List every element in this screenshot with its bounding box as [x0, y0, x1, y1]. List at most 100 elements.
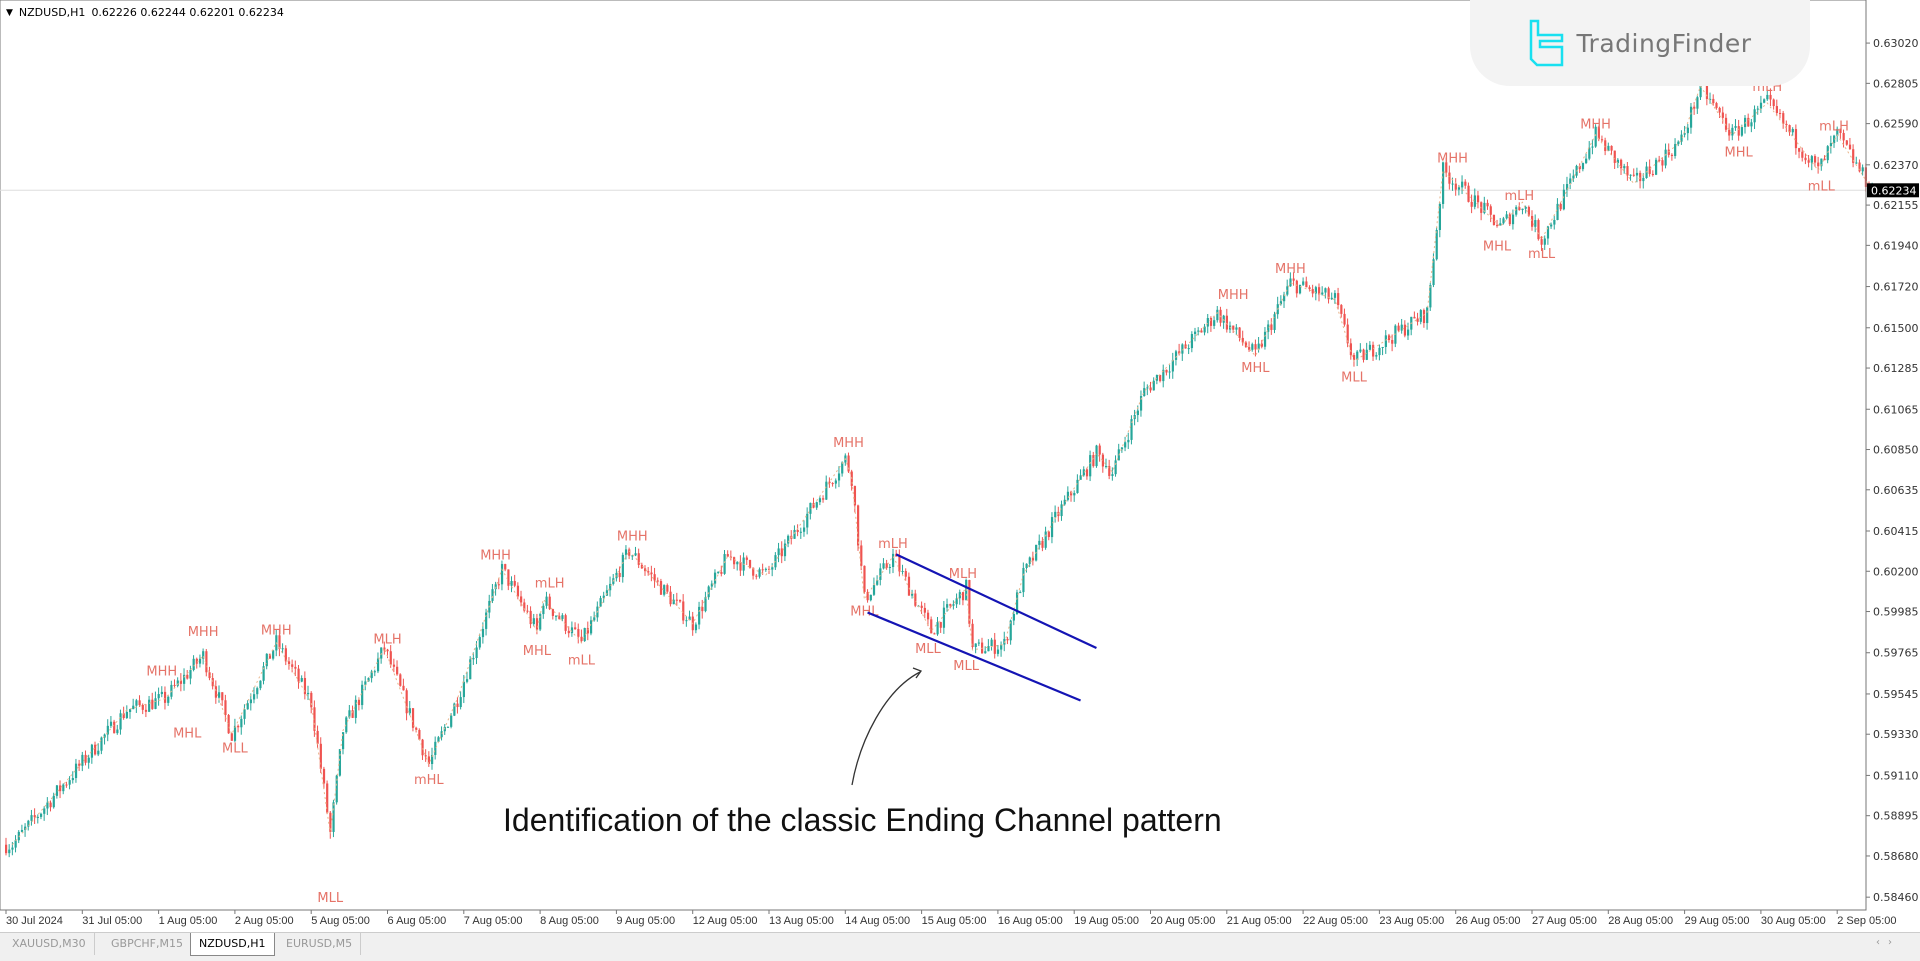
candle-body — [399, 674, 402, 686]
current-price-badge: 0.62234 — [1867, 183, 1919, 198]
candle-body — [1108, 466, 1111, 476]
candle-body — [1747, 117, 1750, 127]
swing-label: mLH — [1819, 119, 1849, 134]
candle-body — [294, 666, 297, 669]
candle-body — [1826, 146, 1829, 161]
candle-body — [580, 636, 583, 642]
candle-body — [380, 647, 383, 659]
candle-body — [1724, 117, 1728, 130]
candle-body — [205, 651, 208, 673]
candle-body — [84, 754, 87, 763]
price-tick-label: 0.62370 — [1873, 159, 1919, 172]
candle-body — [472, 657, 475, 660]
candle-body — [669, 591, 672, 605]
candle-body — [1391, 340, 1394, 344]
candle-body — [1457, 187, 1461, 190]
candle-body — [1712, 98, 1715, 104]
candle-body — [27, 820, 30, 827]
candle-body — [1426, 307, 1429, 324]
candle-body — [396, 666, 399, 675]
candle-body — [316, 730, 319, 744]
candle-body — [593, 617, 596, 621]
candle-body — [650, 572, 653, 575]
candle-body — [284, 648, 287, 662]
candle-body — [942, 607, 946, 628]
candle-body — [287, 661, 291, 665]
candle-body — [148, 699, 151, 712]
swing-label: mHL — [414, 773, 444, 788]
candle-body — [1540, 239, 1543, 245]
candle-body — [542, 605, 545, 615]
candle-body — [1454, 183, 1457, 190]
candle-body — [478, 637, 481, 648]
candle-body — [507, 569, 510, 586]
swing-label: MHH — [146, 665, 177, 680]
candle-body — [1559, 203, 1562, 210]
candle-body — [68, 780, 71, 785]
candle-body — [704, 597, 707, 612]
candle-body — [1578, 165, 1581, 170]
candle-body — [869, 594, 872, 601]
candle-body — [94, 744, 97, 755]
candle-body — [431, 754, 434, 765]
candle-body — [1381, 346, 1384, 348]
dropdown-triangle-icon[interactable]: ▼ — [6, 7, 13, 18]
price-chart[interactable]: MHH MHL MHH MLL MHH MLL MLH mHL MHH MHL mLH mLL MHH M… — [0, 0, 1920, 932]
candle-body — [561, 615, 564, 619]
candle-body — [1693, 106, 1696, 109]
candle-body — [647, 571, 650, 573]
candle-body — [1569, 178, 1572, 185]
candle-body — [1022, 567, 1025, 593]
price-tick-label: 0.59985 — [1873, 606, 1919, 619]
channel-lower-line — [867, 611, 1081, 702]
candle-body — [1839, 128, 1842, 133]
swing-label: MLL — [317, 891, 343, 906]
candle-body — [1232, 325, 1235, 330]
candle-body — [1324, 288, 1327, 293]
candle-body — [876, 579, 879, 585]
tab-xauusd-m30[interactable]: XAUUSD,M30 — [4, 933, 95, 955]
candle-body — [392, 664, 396, 667]
candle-body — [1098, 445, 1101, 455]
candle-body — [1073, 493, 1076, 496]
candle-body — [1146, 387, 1149, 389]
time-tick-label: 16 Aug 05:00 — [998, 915, 1063, 927]
time-tick-label: 15 Aug 05:00 — [922, 915, 987, 927]
tab-gbpchf-m15[interactable]: GBPCHF,M15 — [103, 933, 192, 955]
candle-body — [1419, 310, 1422, 322]
candle-body — [481, 628, 485, 638]
candle-body — [154, 698, 157, 709]
candle-body — [1378, 347, 1381, 356]
candle-body — [885, 563, 888, 568]
tab-scroll-arrows[interactable]: ‹› — [1876, 937, 1900, 948]
candle-body — [370, 671, 373, 679]
candle-body — [357, 699, 361, 706]
candle-body — [834, 480, 837, 484]
candle-body — [1416, 318, 1419, 322]
candle-body — [307, 692, 310, 695]
candle-body — [1515, 207, 1518, 215]
tab-nzdusd-h1[interactable]: NZDUSD,H1 — [190, 933, 275, 956]
candle-body — [446, 726, 450, 728]
candle-body — [1763, 99, 1766, 103]
candle-body — [160, 691, 163, 695]
tab-eurusd-m5[interactable]: EURUSD,M5 — [278, 933, 362, 955]
candle-body — [1082, 469, 1085, 476]
candle-body — [1197, 330, 1200, 332]
candle-body — [675, 599, 679, 601]
candle-body — [911, 593, 914, 596]
candle-body — [879, 568, 882, 580]
candle-body — [469, 659, 472, 680]
price-tick-label: 0.61500 — [1873, 322, 1919, 335]
candle-body — [1422, 310, 1426, 324]
candle-body — [1143, 388, 1146, 397]
price-tick-label: 0.61720 — [1873, 281, 1919, 294]
candle-body — [1111, 474, 1114, 476]
candle-body — [558, 615, 561, 619]
candle-body — [440, 731, 443, 738]
candle-body — [1031, 557, 1035, 561]
candle-body — [688, 616, 691, 621]
arrow-head-icon — [912, 667, 923, 679]
price-axis: 0.63020 0.62805 0.62590 0.62370 0.62155 0.619… — [1865, 0, 1919, 910]
candle-body — [1718, 107, 1721, 113]
